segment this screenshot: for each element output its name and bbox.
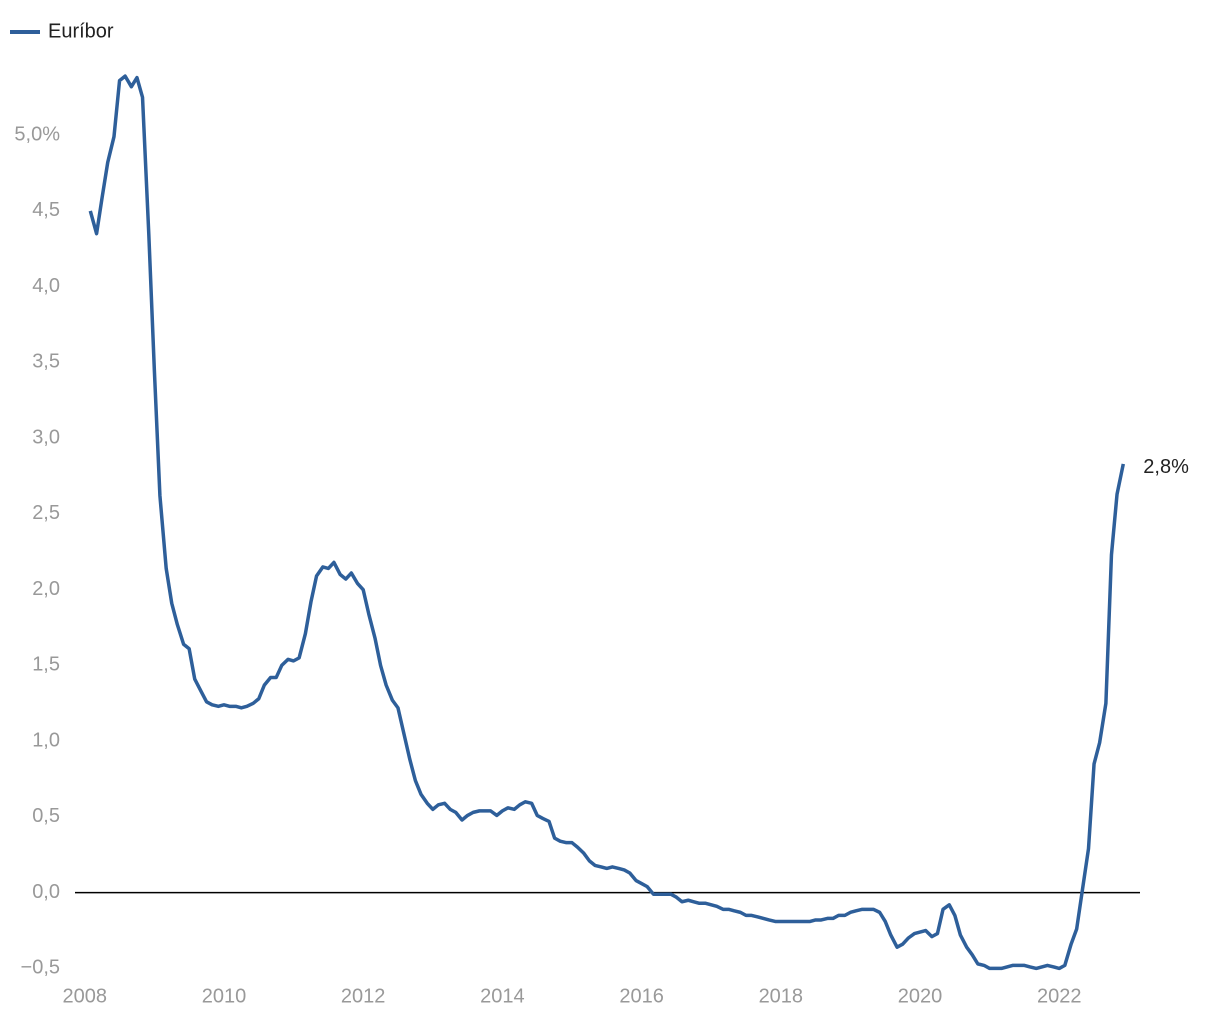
x-tick-label: 2020 bbox=[898, 985, 943, 1007]
y-tick-label: 1,0 bbox=[32, 729, 60, 751]
y-tick-label: 2,5 bbox=[32, 502, 60, 524]
x-tick-label: 2018 bbox=[759, 985, 804, 1007]
y-tick-label: 3,5 bbox=[32, 351, 60, 373]
y-tick-label: 1,5 bbox=[32, 654, 60, 676]
y-tick-label: 3,0 bbox=[32, 426, 60, 448]
y-tick-label: 5,0% bbox=[14, 123, 60, 145]
x-tick-label: 2016 bbox=[619, 985, 664, 1007]
y-tick-label: −0,5 bbox=[21, 957, 60, 979]
y-tick-label: 0,0 bbox=[32, 881, 60, 903]
x-tick-label: 2008 bbox=[62, 985, 107, 1007]
legend-label: Euríbor bbox=[48, 20, 114, 42]
y-tick-label: 4,5 bbox=[32, 199, 60, 221]
x-tick-label: 2022 bbox=[1037, 985, 1082, 1007]
end-label: 2,8% bbox=[1143, 456, 1189, 478]
series-line bbox=[88, 74, 1126, 971]
x-tick-label: 2012 bbox=[341, 985, 386, 1007]
x-tick-label: 2014 bbox=[480, 985, 525, 1007]
y-tick-label: 2,0 bbox=[32, 578, 60, 600]
y-tick-label: 0,5 bbox=[32, 805, 60, 827]
y-tick-label: 4,0 bbox=[32, 275, 60, 297]
x-tick-label: 2010 bbox=[202, 985, 247, 1007]
